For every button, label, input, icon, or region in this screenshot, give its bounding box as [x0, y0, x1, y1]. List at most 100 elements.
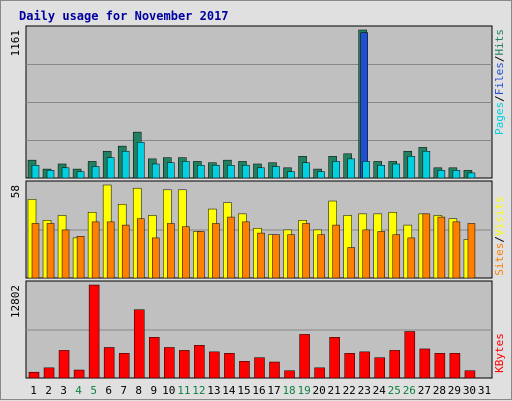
- bar-pages: [437, 170, 446, 179]
- bar-pages: [91, 166, 100, 179]
- legend-kbytes: KBytes: [493, 333, 506, 373]
- bar-sites: [407, 237, 416, 279]
- bar-pages: [272, 166, 280, 179]
- bar-kbytes: [269, 361, 280, 379]
- bar-sites: [167, 223, 175, 279]
- x-tick-label: 15: [237, 384, 250, 397]
- legend-visits: Visits: [493, 196, 506, 236]
- x-axis-labels: 1 2 3 4 5 6 7 8 9 10 11 12 13 14 15 16 17 18 19 20 21 22 23 24 2…: [30, 384, 491, 397]
- bar-kbytes: [359, 351, 370, 379]
- legend-hits-files-pages: Pages/Files/Hits: [493, 29, 506, 135]
- bar-pages: [467, 172, 476, 179]
- bar-kbytes: [28, 371, 40, 379]
- bar-sites: [136, 218, 145, 279]
- x-tick-label: 19: [297, 384, 310, 397]
- bar-sites: [106, 221, 115, 279]
- bar-kbytes: [133, 309, 145, 379]
- bar-pages: [106, 157, 115, 179]
- bar-pages: [362, 161, 370, 179]
- bar-pages: [31, 165, 40, 179]
- bar-sites: [197, 231, 205, 279]
- x-tick-label: 25: [388, 384, 401, 397]
- x-tick-label: 23: [358, 384, 371, 397]
- bar-kbytes: [254, 357, 265, 379]
- x-tick-label: 9: [150, 384, 157, 397]
- x-tick-label: 18: [282, 384, 295, 397]
- bar-pages: [407, 156, 416, 179]
- legend-text: Pages/Files/Hits: [493, 29, 506, 135]
- bar-kbytes: [43, 367, 55, 379]
- bar-sites: [257, 232, 265, 279]
- bar-pages: [452, 170, 461, 179]
- bar-sites: [121, 224, 130, 279]
- bar-kbytes: [449, 353, 461, 379]
- bar-kbytes: [404, 331, 416, 379]
- x-tick-label: 24: [373, 384, 387, 397]
- bar-sites: [422, 213, 431, 279]
- bar-kbytes: [88, 284, 100, 379]
- bar-pages: [227, 165, 235, 179]
- chart-title: Daily usage for November 2017: [19, 9, 229, 23]
- x-tick-label: 5: [90, 384, 97, 397]
- bar-pages: [332, 161, 340, 179]
- x-tick-label: 10: [162, 384, 175, 397]
- bar-pages: [287, 171, 295, 179]
- x-tick-label: 30: [463, 384, 476, 397]
- x-tick-label: 21: [328, 384, 341, 397]
- x-tick-label: 11: [177, 384, 190, 397]
- bar-sites: [287, 234, 295, 279]
- bar-kbytes: [314, 367, 325, 379]
- bar-sites: [272, 234, 280, 279]
- bar-pages: [242, 165, 250, 179]
- bar-kbytes: [209, 351, 220, 379]
- x-tick-label: 22: [343, 384, 356, 397]
- bar-sites: [392, 234, 401, 279]
- x-tick-label: 12: [192, 384, 205, 397]
- x-tick-label: 27: [418, 384, 431, 397]
- bar-pages: [197, 165, 205, 179]
- bar-kbytes: [284, 370, 295, 379]
- bar-kbytes: [149, 337, 160, 379]
- bar-pages: [317, 171, 325, 179]
- bar-kbytes: [224, 353, 235, 379]
- axis-max-label: 58: [9, 185, 22, 198]
- bar-kbytes: [194, 345, 205, 379]
- bar-kbytes: [464, 370, 476, 379]
- bar-sites: [61, 229, 70, 279]
- x-tick-label: 7: [120, 384, 127, 397]
- bar-sites: [437, 216, 446, 279]
- x-tick-label: 8: [135, 384, 142, 397]
- bar-pages: [46, 170, 55, 179]
- bar-pages: [136, 142, 145, 179]
- x-tick-label: 16: [252, 384, 265, 397]
- bar-sites: [347, 247, 355, 279]
- legend-sep: /: [493, 236, 506, 243]
- bar-pages: [302, 162, 310, 179]
- x-tick-label: 1: [30, 384, 37, 397]
- bar-pages: [76, 171, 85, 179]
- bar-sites: [317, 234, 325, 279]
- bar-sites: [46, 223, 55, 279]
- bar-sites: [302, 223, 310, 279]
- bar-files: [360, 32, 368, 179]
- x-tick-label: 31: [478, 384, 491, 397]
- bar-kbytes: [419, 348, 431, 379]
- bar-pages: [167, 162, 175, 179]
- bar-sites: [242, 221, 250, 279]
- bar-pages: [121, 150, 130, 179]
- axis-max-label: 12802: [9, 285, 22, 318]
- panel-hits-files-pages: 1161: [9, 25, 493, 179]
- legend-sep: /: [493, 95, 506, 102]
- x-tick-label: 28: [433, 384, 446, 397]
- bar-pages: [347, 158, 355, 179]
- bar-sites: [182, 226, 190, 279]
- x-tick-label: 3: [60, 384, 67, 397]
- bar-kbytes: [434, 353, 446, 379]
- bar-kbytes: [299, 334, 310, 379]
- bar-pages: [182, 161, 190, 179]
- bar-sites: [362, 229, 370, 279]
- bar-sites: [452, 221, 461, 279]
